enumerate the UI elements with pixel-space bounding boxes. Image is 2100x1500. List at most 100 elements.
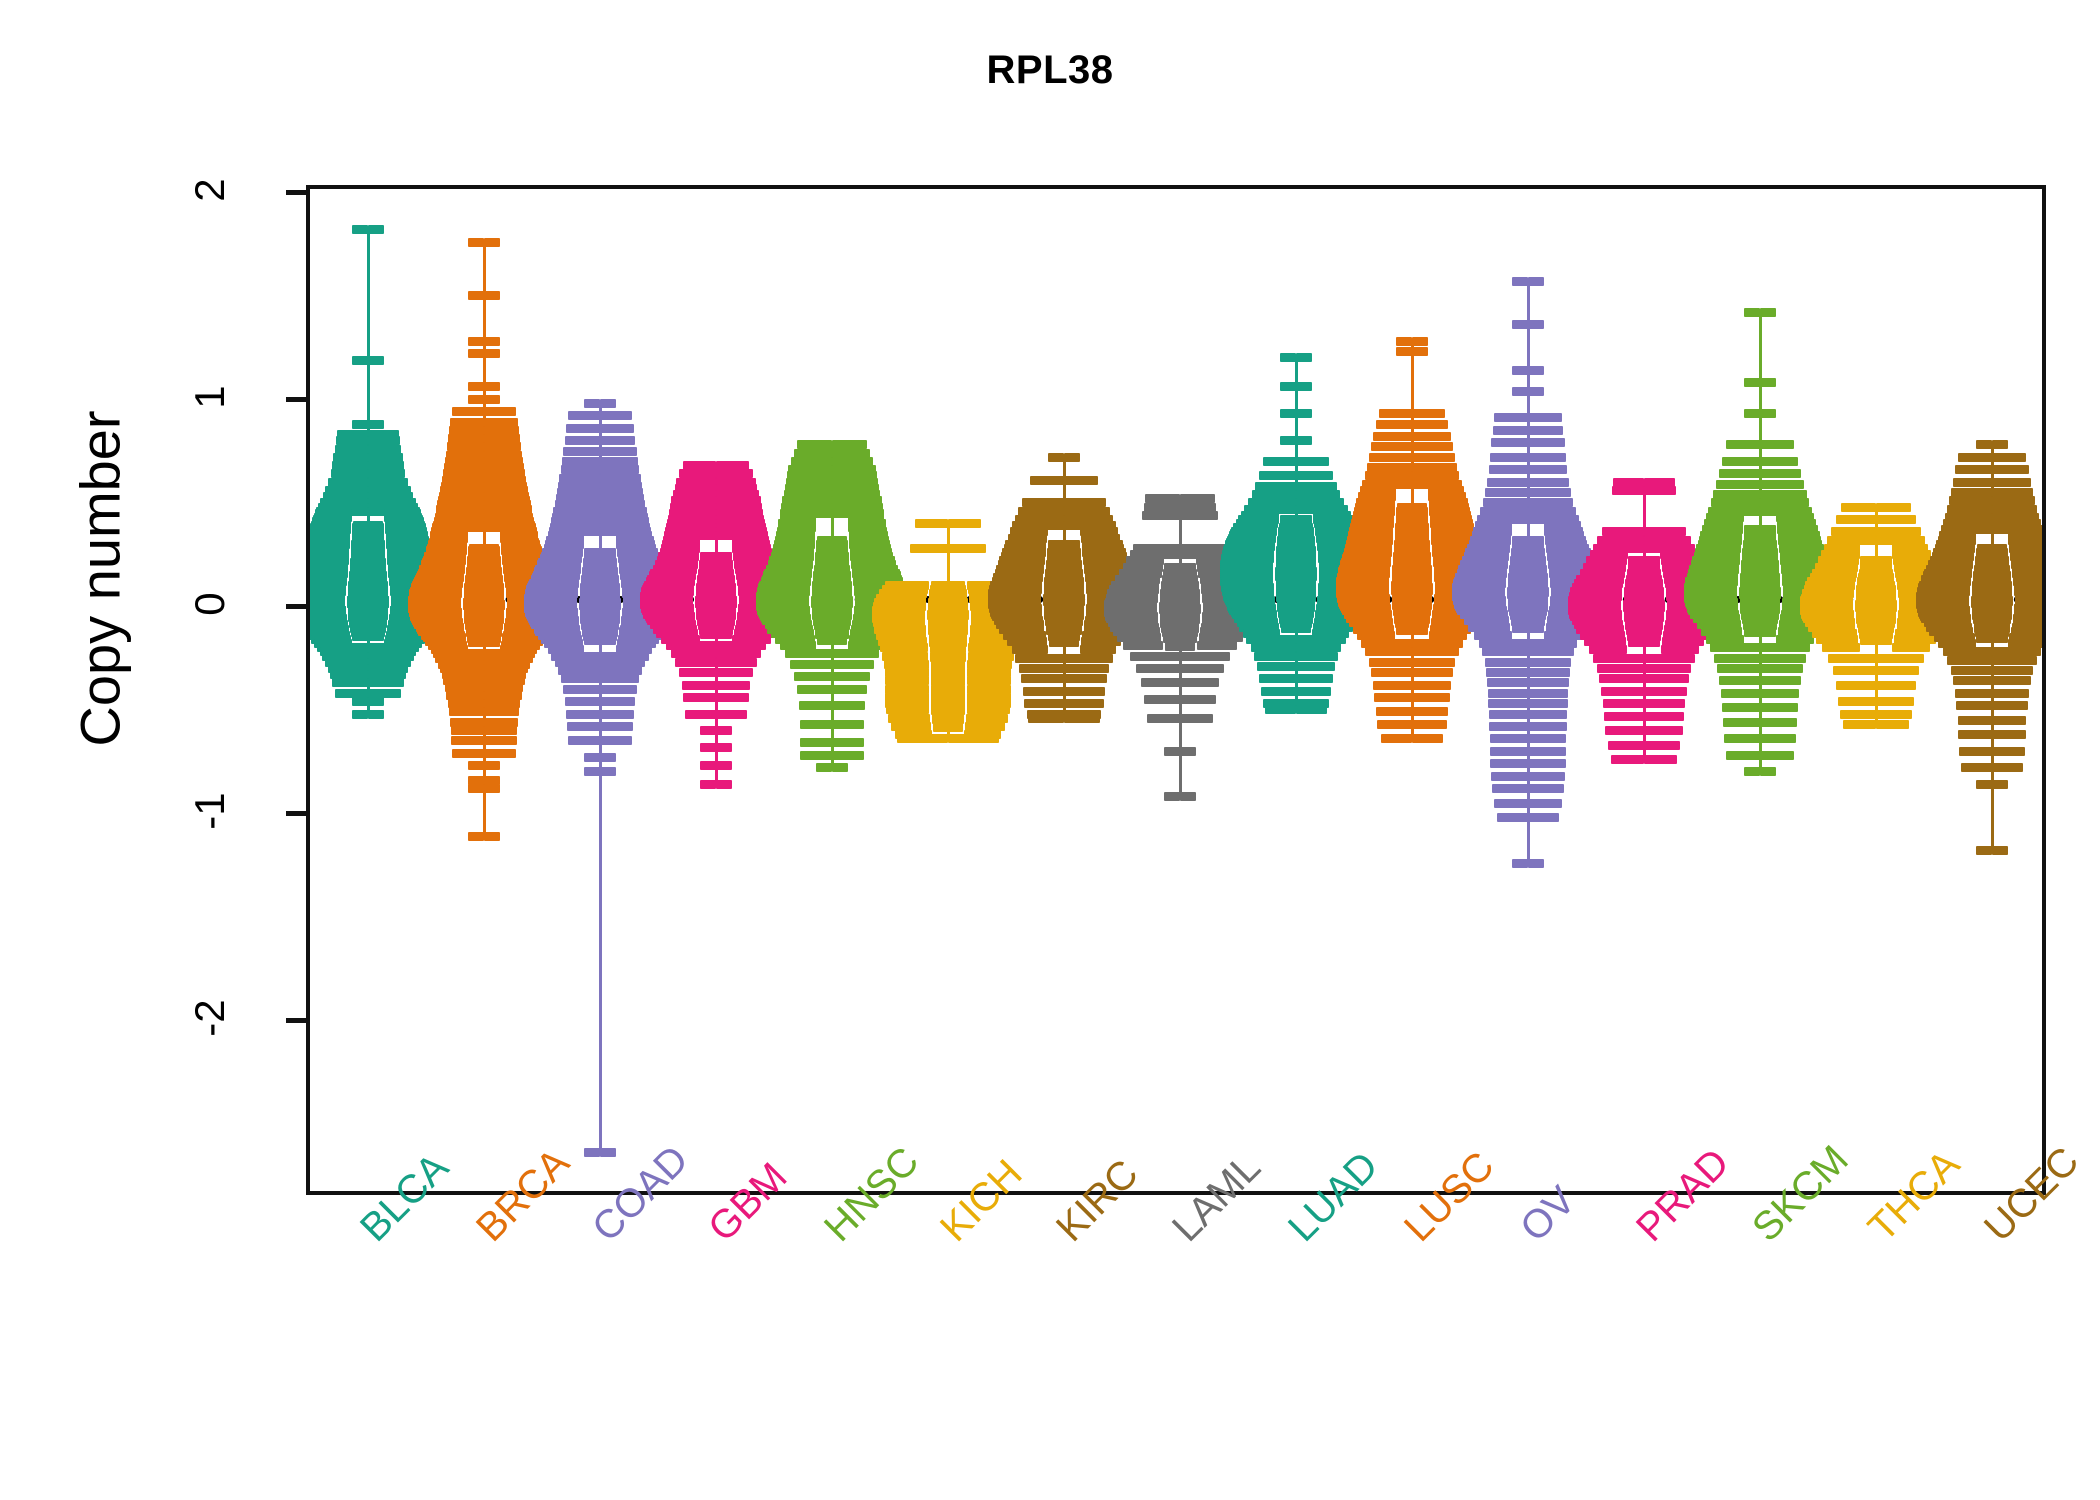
data-point	[1512, 858, 1528, 868]
data-point	[1129, 550, 1180, 560]
data-point	[332, 461, 368, 471]
data-point	[1955, 465, 1992, 475]
data-point	[832, 701, 865, 711]
data-point	[966, 713, 1009, 723]
data-point	[1509, 610, 1547, 621]
data-point	[1064, 506, 1110, 516]
data-point	[1744, 378, 1760, 388]
data-point	[1605, 726, 1644, 736]
data-point	[832, 496, 882, 506]
data-point	[484, 736, 517, 746]
data-point	[799, 701, 832, 711]
data-point	[325, 657, 368, 667]
data-point	[1007, 533, 1048, 543]
data-point	[832, 659, 874, 669]
data-point	[1528, 647, 1574, 657]
data-point	[681, 680, 716, 690]
data-point	[1661, 556, 1702, 566]
data-point	[1706, 512, 1744, 522]
data-point	[1484, 657, 1528, 667]
data-point	[1528, 506, 1576, 516]
data-point	[782, 496, 832, 506]
data-point	[1960, 763, 1992, 773]
data-point	[882, 651, 929, 661]
data-point	[1430, 618, 1475, 628]
data-point	[484, 775, 500, 785]
data-point	[1992, 701, 2028, 711]
data-point	[554, 500, 600, 510]
data-point	[1528, 771, 1566, 781]
data-point	[682, 461, 716, 471]
data-point	[1372, 432, 1412, 442]
data-point	[442, 469, 484, 479]
data-group-hnsc[interactable]	[742, 189, 922, 1191]
data-point	[1601, 527, 1644, 537]
data-point	[1494, 413, 1528, 423]
data-point	[1474, 630, 1512, 640]
data-point	[832, 719, 865, 729]
data-point	[671, 496, 716, 506]
data-point	[1261, 686, 1296, 696]
data-point	[1958, 730, 1992, 740]
data-point	[1760, 469, 1802, 479]
data-point	[784, 483, 832, 493]
data-point	[716, 668, 754, 678]
data-point	[1876, 514, 1917, 524]
data-point	[468, 237, 484, 247]
data-point	[928, 624, 968, 635]
data-group-brca[interactable]	[394, 189, 574, 1191]
data-point	[885, 692, 930, 702]
data-point	[914, 519, 948, 529]
data-point	[969, 630, 1020, 640]
data-point	[450, 726, 484, 736]
data-point	[785, 477, 832, 487]
data-point	[1528, 488, 1571, 497]
data-point	[1477, 514, 1528, 524]
data-point	[1129, 651, 1180, 661]
data-point	[560, 674, 600, 684]
data-point	[1352, 624, 1395, 634]
data-point	[1742, 620, 1778, 631]
data-point	[1933, 632, 1975, 642]
data-point	[1296, 436, 1312, 446]
data-point	[1992, 763, 2024, 773]
data-group-prad[interactable]	[1554, 189, 1734, 1191]
data-point	[832, 471, 878, 481]
data-point	[1280, 409, 1296, 419]
data-point	[1198, 568, 1242, 578]
data-point	[832, 763, 848, 773]
data-point	[797, 440, 832, 450]
data-point	[684, 709, 716, 719]
data-point	[790, 659, 832, 669]
data-point	[1876, 502, 1912, 512]
data-point	[1021, 498, 1064, 508]
data-point	[872, 618, 926, 628]
data-point	[890, 721, 931, 731]
data-point	[969, 637, 1018, 647]
data-group-ucec[interactable]	[1902, 189, 2042, 1191]
data-point	[1180, 550, 1231, 560]
data-point	[1496, 813, 1528, 822]
data-point	[1893, 634, 1936, 644]
data-point	[1368, 657, 1412, 667]
data-point	[1164, 641, 1196, 652]
data-point	[1412, 707, 1449, 717]
data-point	[1947, 655, 1992, 665]
data-point	[1396, 336, 1412, 346]
data-point	[1992, 488, 2034, 497]
data-point	[966, 668, 1012, 678]
data-point	[1644, 543, 1695, 553]
data-point	[1427, 485, 1464, 495]
data-point	[1644, 711, 1685, 721]
data-point	[1197, 641, 1237, 651]
data-point	[1876, 709, 1913, 719]
data-point	[1412, 734, 1443, 744]
data-point	[600, 752, 616, 762]
data-point	[600, 657, 646, 667]
data-point	[551, 516, 600, 526]
data-point	[1992, 440, 2008, 450]
data-point	[1296, 651, 1339, 661]
data-group-kirc[interactable]	[974, 189, 1154, 1191]
data-point	[1528, 276, 1544, 286]
data-point	[1644, 674, 1689, 684]
